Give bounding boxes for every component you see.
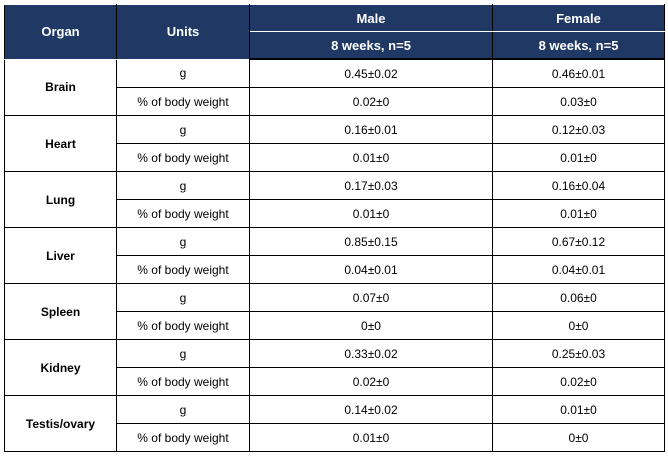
header-cell: 8 weeks, n=5 [492,31,665,60]
value-cell: 0±0 [492,423,665,452]
organ-cell: Liver [4,227,117,284]
organ-cell: Brain [4,58,117,116]
value-cell: 0.01±0 [249,199,493,228]
unit-cell: g [116,171,250,200]
value-cell: 0.46±0.01 [492,58,665,88]
table-row: % of body weight 0.01±0 0.01±0 [5,199,665,228]
table-row: Heart g 0.16±0.01 0.12±0.03 [4,115,665,172]
value-cell: 0.25±0.03 [492,339,665,368]
value-cell: 0.04±0.01 [492,255,665,284]
unit-cell: % of body weight [116,199,250,228]
unit-cell: g [116,58,250,88]
value-cell: 0.17±0.03 [249,171,493,200]
organ-cell: Spleen [4,283,117,340]
unit-cell: g [116,115,250,144]
value-cell: 0.07±0 [249,283,493,312]
header-row: Organ Units Male Female [4,4,665,60]
header-cell: Units [116,4,250,60]
unit-cell: % of body weight [116,423,250,452]
unit-cell: g [116,227,250,256]
table-row: % of body weight 0.01±0 0±0 [5,423,665,452]
table-row: % of body weight 0.01±0 0.01±0 [5,143,665,172]
unit-cell: % of body weight [116,367,250,396]
value-cell: 0.45±0.02 [249,58,493,88]
value-cell: 0±0 [492,311,665,340]
organ-weight-table: Organ Units Male Female 8 weeks, n=5 8 w… [4,4,665,452]
value-cell: 0.14±0.02 [249,395,493,424]
value-cell: 0.02±0 [249,87,493,116]
unit-cell: g [116,339,250,368]
organ-cell: Heart [4,115,117,172]
organ-cell: Lung [4,171,117,228]
unit-cell: g [116,283,250,312]
value-cell: 0.02±0 [249,367,493,396]
table-row: Liver g 0.85±0.15 0.67±0.12 [4,227,665,284]
value-cell: 0.01±0 [249,143,493,172]
value-cell: 0.02±0 [492,367,665,396]
value-cell: 0.01±0 [492,199,665,228]
organ-cell: Kidney [4,339,117,396]
value-cell: 0.04±0.01 [249,255,493,284]
header-cell: Male [249,4,493,32]
value-cell: 0.01±0 [492,395,665,424]
value-cell: 0.01±0 [492,143,665,172]
header-row: 8 weeks, n=5 8 weeks, n=5 [5,31,665,60]
unit-cell: % of body weight [116,87,250,116]
value-cell: 0.85±0.15 [249,227,493,256]
table-row: Lung g 0.17±0.03 0.16±0.04 [4,171,665,228]
unit-cell: g [116,395,250,424]
organ-cell: Testis/ovary [4,395,117,452]
table-row: % of body weight 0.02±0 0.02±0 [5,367,665,396]
value-cell: 0.16±0.04 [492,171,665,200]
table-row: Kidney g 0.33±0.02 0.25±0.03 [4,339,665,396]
value-cell: 0.16±0.01 [249,115,493,144]
value-cell: 0.06±0 [492,283,665,312]
value-cell: 0±0 [249,311,493,340]
value-cell: 0.67±0.12 [492,227,665,256]
table-header: Organ Units Male Female 8 weeks, n=5 8 w… [4,4,665,60]
table-row: % of body weight 0.02±0 0.03±0 [5,87,665,116]
table-body: Brain g 0.45±0.02 0.46±0.01% of body weight… [4,58,665,452]
value-cell: 0.12±0.03 [492,115,665,144]
value-cell: 0.33±0.02 [249,339,493,368]
unit-cell: % of body weight [116,311,250,340]
header-cell: Organ [4,4,117,60]
table-row: % of body weight 0±0 0±0 [5,311,665,340]
value-cell: 0.01±0 [249,423,493,452]
header-cell: Female [492,4,665,32]
table-row: Testis/ovary g 0.14±0.02 0.01±0 [4,395,665,452]
value-cell: 0.03±0 [492,87,665,116]
table-row: Brain g 0.45±0.02 0.46±0.01 [4,58,665,116]
unit-cell: % of body weight [116,143,250,172]
unit-cell: % of body weight [116,255,250,284]
header-cell: 8 weeks, n=5 [249,31,493,60]
table-row: % of body weight 0.04±0.01 0.04±0.01 [5,255,665,284]
table-row: Spleen g 0.07±0 0.06±0 [4,283,665,340]
